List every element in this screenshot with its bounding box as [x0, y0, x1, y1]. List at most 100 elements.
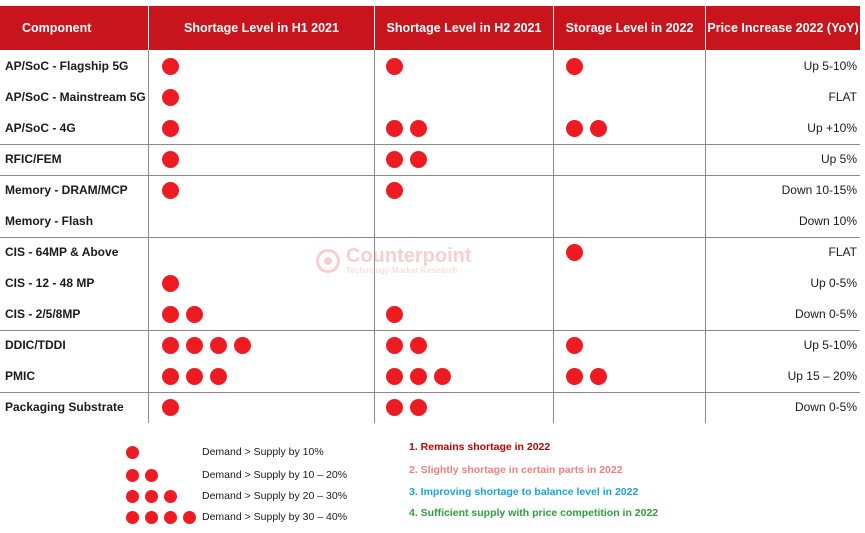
shortage-dot	[590, 120, 607, 137]
shortage-dot	[186, 368, 203, 385]
component-label: CIS - 2/5/8MP	[5, 307, 81, 321]
price-change: Up 15 – 20%	[787, 369, 857, 383]
h1-2021-cell	[162, 175, 179, 206]
counterpoint-watermark: Counterpoint Technology Market Research	[316, 246, 472, 275]
legend-swatch	[126, 510, 202, 524]
price-change: Down 10-15%	[781, 183, 857, 197]
price-change: Down 0-5%	[794, 400, 857, 414]
table-row: CIS - 64MP & Above FLAT	[0, 237, 860, 268]
table-row: RFIC/FEM Up 5%	[0, 144, 860, 175]
shortage-dot	[386, 58, 403, 75]
table-row: AP/SoC - Mainstream 5G FLAT	[0, 82, 860, 113]
legend-swatch	[126, 468, 202, 482]
legend-dot	[183, 510, 196, 524]
shortage-dot	[162, 275, 179, 292]
group-divider	[0, 144, 860, 145]
table-row: CIS - 12 - 48 MP Up 0-5%	[0, 268, 860, 299]
shortage-dot	[386, 120, 403, 137]
shortage-dot	[410, 368, 427, 385]
legend-label: Demand > Supply by 20 – 30%	[202, 490, 348, 502]
shortage-dot	[162, 182, 179, 199]
component-label: CIS - 64MP & Above	[5, 245, 119, 259]
table-row: CIS - 2/5/8MP Down 0-5%	[0, 299, 860, 330]
header-price: Price Increase 2022 (YoY)	[706, 6, 860, 50]
shortage-dot	[386, 368, 403, 385]
legend-label: Demand > Supply by 10%	[202, 446, 324, 458]
component-label: Packaging Substrate	[5, 400, 124, 414]
h1-2021-cell	[162, 113, 179, 144]
group-divider	[0, 330, 860, 331]
level-2022-cell	[566, 361, 607, 392]
header-component: Component	[0, 6, 148, 50]
legend-item: Demand > Supply by 20 – 30%	[126, 486, 347, 506]
component-label: PMIC	[5, 369, 35, 383]
h2-2021-cell	[386, 361, 451, 392]
column-divider	[705, 50, 706, 423]
shortage-dot	[386, 182, 403, 199]
shortage-dot	[386, 151, 403, 168]
level-2022-cell	[566, 237, 583, 268]
shortage-dot	[566, 120, 583, 137]
legend-dot	[145, 510, 158, 524]
outlook-note: 2. Slightly shortage in certain parts in…	[409, 464, 623, 476]
level-2022-cell	[566, 51, 583, 82]
shortage-dot	[162, 368, 179, 385]
shortage-dot	[162, 120, 179, 137]
h1-2021-cell	[162, 82, 179, 113]
shortage-dot	[410, 151, 427, 168]
h2-2021-cell	[386, 51, 403, 82]
shortage-dot	[386, 399, 403, 416]
h1-2021-cell	[162, 51, 179, 82]
legend-dot	[126, 510, 139, 524]
price-change: FLAT	[828, 90, 857, 104]
shortage-dot	[210, 368, 227, 385]
legend-dot	[126, 445, 139, 459]
price-change: Up 5%	[820, 152, 857, 166]
price-change: FLAT	[828, 245, 857, 259]
legend-item: Demand > Supply by 10%	[126, 442, 324, 462]
shortage-dot	[434, 368, 451, 385]
shortage-dot	[186, 337, 203, 354]
outlook-note: 4. Sufficient supply with price competit…	[409, 507, 659, 519]
h1-2021-cell	[162, 330, 251, 361]
shortage-dot	[162, 89, 179, 106]
component-label: Memory - DRAM/MCP	[5, 183, 128, 197]
legend-dot	[145, 489, 158, 503]
group-divider	[0, 237, 860, 238]
price-change: Down 0-5%	[794, 307, 857, 321]
h1-2021-cell	[162, 299, 203, 330]
shortage-dot	[234, 337, 251, 354]
shortage-dot	[162, 337, 179, 354]
header-2022: Storage Level in 2022	[554, 6, 705, 50]
shortage-dot	[386, 306, 403, 323]
shortage-dot	[210, 337, 227, 354]
legend-item: Demand > Supply by 10 – 20%	[126, 465, 347, 485]
table-row: Packaging Substrate Down 0-5%	[0, 392, 860, 423]
h2-2021-cell	[386, 175, 403, 206]
legend-label: Demand > Supply by 30 – 40%	[202, 511, 348, 523]
shortage-dot	[162, 306, 179, 323]
shortage-dot	[410, 399, 427, 416]
level-2022-cell	[566, 330, 583, 361]
component-label: RFIC/FEM	[5, 152, 62, 166]
h2-2021-cell	[386, 330, 427, 361]
watermark-tagline: Technology Market Research	[346, 266, 458, 275]
shortage-dot	[566, 337, 583, 354]
legend-label: Demand > Supply by 10 – 20%	[202, 469, 348, 481]
shortage-dot	[566, 58, 583, 75]
h2-2021-cell	[386, 113, 427, 144]
shortage-dot	[590, 368, 607, 385]
legend-dot	[145, 468, 158, 482]
table-row: PMIC Up 15 – 20%	[0, 361, 860, 392]
legend-item: Demand > Supply by 30 – 40%	[126, 507, 347, 527]
column-divider	[148, 50, 149, 423]
price-change: Up 0-5%	[810, 276, 857, 290]
column-divider	[553, 50, 554, 423]
component-label: AP/SoC - Mainstream 5G	[5, 90, 146, 104]
shortage-dot	[566, 244, 583, 261]
counterpoint-logo-icon	[316, 248, 340, 273]
legend-dot	[126, 468, 139, 482]
legend-dot	[126, 489, 139, 503]
component-label: AP/SoC - Flagship 5G	[5, 59, 129, 73]
table-row: AP/SoC - Flagship 5G Up 5-10%	[0, 51, 860, 82]
